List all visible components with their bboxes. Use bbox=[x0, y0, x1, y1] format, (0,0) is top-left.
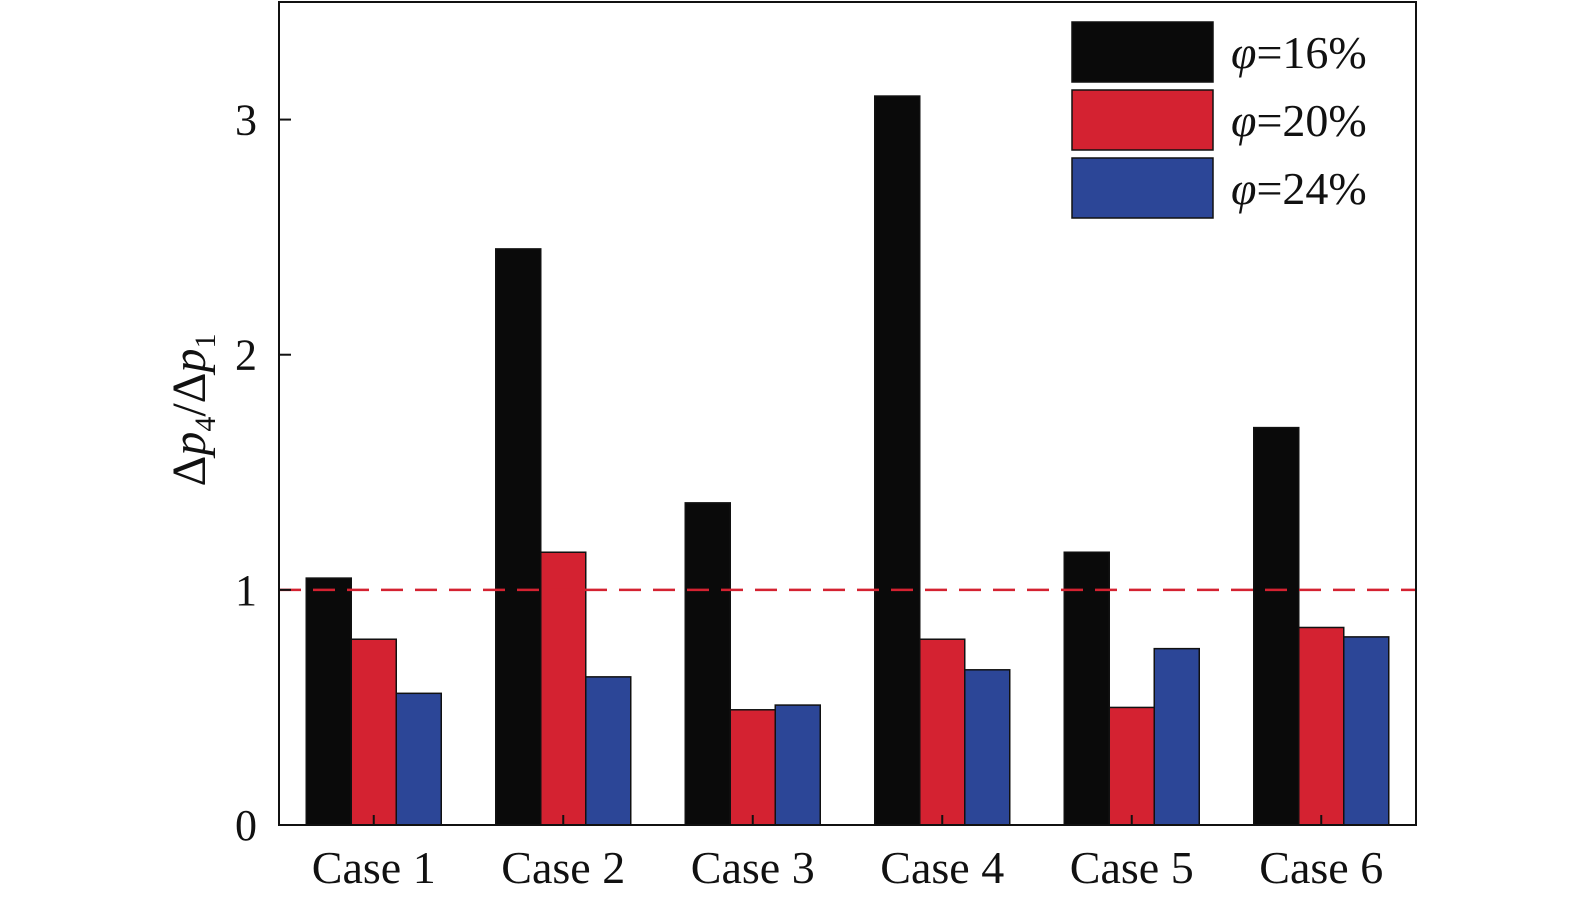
bar-4-series-3 bbox=[964, 669, 1011, 826]
plot-frame bbox=[278, 1, 1417, 826]
legend-swatch bbox=[1071, 21, 1214, 83]
legend-label: φ=24% bbox=[1231, 163, 1367, 214]
bar-4-series-2 bbox=[919, 638, 966, 826]
bar-1-series-3 bbox=[395, 692, 442, 826]
y-axis-label-delta-den: Δ bbox=[163, 372, 216, 403]
x-tick-label: Case 6 bbox=[1259, 842, 1383, 893]
bar-6-series-2 bbox=[1298, 626, 1345, 826]
legend-symbol: φ bbox=[1231, 163, 1256, 214]
bar-1-series-1 bbox=[305, 577, 352, 826]
legend: φ=16%φ=20%φ=24% bbox=[1071, 21, 1367, 219]
legend-symbol: φ bbox=[1231, 27, 1256, 78]
y-axis-label-num-sub: 4 bbox=[189, 417, 222, 432]
x-tick-label: Case 3 bbox=[691, 842, 815, 893]
y-tick-label: 1 bbox=[235, 566, 257, 615]
legend-swatch bbox=[1071, 157, 1214, 219]
bar-3-series-2 bbox=[729, 709, 776, 826]
y-axis-label-sep: / bbox=[163, 403, 216, 417]
y-tick-label: 3 bbox=[235, 96, 257, 145]
bar-1-series-2 bbox=[350, 638, 397, 826]
bar-5-series-3 bbox=[1153, 647, 1200, 826]
y-axis: 0 1 2 3 bbox=[235, 96, 291, 850]
bar-4-series-1 bbox=[874, 95, 921, 826]
legend-value: =20% bbox=[1256, 95, 1366, 146]
legend-label: φ=16% bbox=[1231, 27, 1367, 78]
bar-5-series-2 bbox=[1108, 706, 1155, 826]
bar-2-series-3 bbox=[585, 676, 632, 826]
bar-6-series-3 bbox=[1343, 636, 1390, 826]
x-axis: Case 1 Case 2 Case 3 Case 4 Case 5 Case 6 bbox=[312, 842, 1383, 893]
y-tick-label: 2 bbox=[235, 331, 257, 380]
y-axis-label-delta-num: Δ bbox=[163, 456, 216, 487]
x-tick-label: Case 4 bbox=[880, 842, 1004, 893]
x-tick-label: Case 2 bbox=[501, 842, 625, 893]
bar-3-series-3 bbox=[774, 704, 821, 826]
x-tick-label: Case 1 bbox=[312, 842, 436, 893]
y-axis-label: Δp4/Δp1 bbox=[163, 333, 222, 486]
bar-5-series-1 bbox=[1063, 551, 1110, 826]
y-tick-label: 0 bbox=[235, 801, 257, 850]
y-axis-label-den-sub: 1 bbox=[189, 333, 222, 348]
legend-label: φ=20% bbox=[1231, 95, 1367, 146]
bar-6-series-1 bbox=[1253, 426, 1300, 826]
bar-3-series-1 bbox=[684, 502, 731, 826]
y-axis-label-num-var: p bbox=[163, 432, 216, 459]
y-axis-label-den-var: p bbox=[163, 348, 216, 375]
bar-2-series-1 bbox=[495, 248, 542, 826]
bar-2-series-2 bbox=[540, 551, 587, 826]
legend-swatch bbox=[1071, 89, 1214, 151]
legend-symbol: φ bbox=[1231, 95, 1256, 146]
legend-value: =16% bbox=[1256, 27, 1366, 78]
x-tick-label: Case 5 bbox=[1070, 842, 1194, 893]
legend-value: =24% bbox=[1256, 163, 1366, 214]
bars-layer bbox=[305, 95, 1390, 826]
